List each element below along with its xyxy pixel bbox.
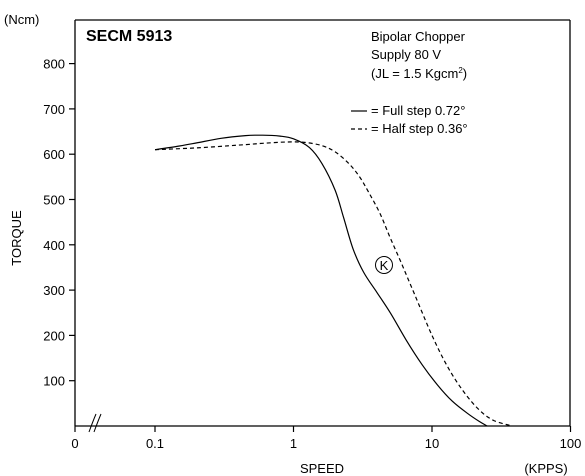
y-tick-label: 500 xyxy=(43,193,65,208)
annotation-close: ) xyxy=(463,66,467,81)
y-axis-unit: (Ncm) xyxy=(4,12,39,27)
legend-label-full-step: = Full step 0.72° xyxy=(371,103,465,118)
x-tick-label: 0.1 xyxy=(146,436,164,451)
y-tick-label: 400 xyxy=(43,238,65,253)
y-ticks: 100 200 300 400 500 600 700 800 xyxy=(43,57,75,389)
series-line-full-step xyxy=(155,135,487,426)
x-ticks: 0 0.1 1 10 100 xyxy=(71,426,581,451)
y-axis-label: TORQUE xyxy=(9,210,24,266)
x-tick-label: 10 xyxy=(425,436,439,451)
annotation-line-3: (JL = 1.5 Kgcm2) xyxy=(371,66,467,81)
annotation-line-3-main: (JL = 1.5 Kgcm xyxy=(371,66,458,81)
annotation-line-2: Supply 80 V xyxy=(371,47,441,62)
x-axis-unit: (KPPS) xyxy=(524,461,567,476)
y-tick-label: 200 xyxy=(43,328,65,343)
y-tick-label: 800 xyxy=(43,57,65,72)
y-tick-label: 600 xyxy=(43,147,65,162)
y-tick-label: 100 xyxy=(43,374,65,389)
legend: = Full step 0.72° = Half step 0.36° xyxy=(351,103,468,136)
series-line-half-step xyxy=(155,142,512,426)
y-tick-label: 700 xyxy=(43,102,65,117)
x-tick-label: 100 xyxy=(560,436,582,451)
chart-title: SECM 5913 xyxy=(86,28,172,45)
curve-marker-label: K xyxy=(380,258,389,273)
x-tick-label: 0 xyxy=(71,436,78,451)
x-tick-label: 1 xyxy=(290,436,297,451)
curves xyxy=(155,135,512,426)
axis-break xyxy=(89,414,101,432)
y-tick-label: 300 xyxy=(43,283,65,298)
legend-label-half-step: = Half step 0.36° xyxy=(371,121,468,136)
x-axis-label: SPEED xyxy=(300,461,344,476)
annotation-line-1: Bipolar Chopper xyxy=(371,29,466,44)
